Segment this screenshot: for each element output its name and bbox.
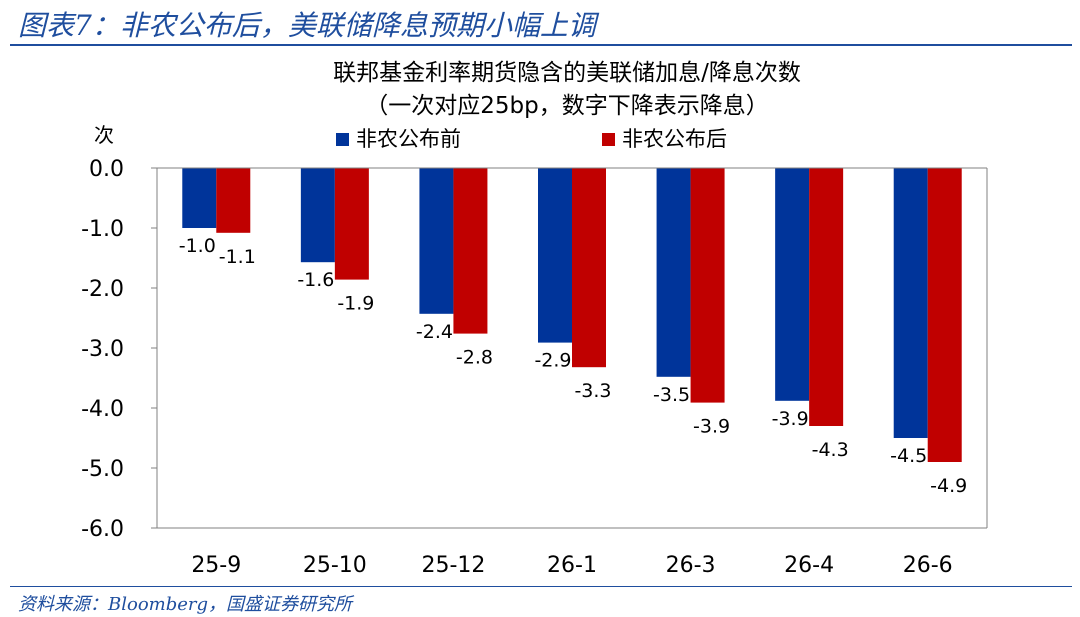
legend-label: 非农公布后 bbox=[622, 127, 727, 151]
data-label: -2.9 bbox=[534, 350, 571, 372]
bar-before bbox=[775, 168, 809, 401]
bar-before bbox=[419, 168, 453, 314]
y-tick-label: -3.0 bbox=[81, 337, 124, 362]
data-label: -1.1 bbox=[219, 246, 256, 268]
bar-before bbox=[182, 168, 216, 228]
data-label: -3.9 bbox=[772, 408, 809, 430]
y-tick-label: -4.0 bbox=[81, 397, 124, 422]
x-tick-label: 26-1 bbox=[547, 553, 597, 578]
bar-after bbox=[453, 168, 487, 334]
legend-label: 非农公布前 bbox=[356, 127, 461, 151]
data-label: -1.0 bbox=[179, 235, 216, 257]
data-label: -3.3 bbox=[574, 380, 611, 402]
bars-group: -1.0 -1.1-1.6-1.9-2.4-2.8 -2.9-3.3 -3.5-3.9… bbox=[179, 168, 968, 497]
data-label: -2.4 bbox=[416, 321, 453, 343]
bar-after bbox=[572, 168, 606, 367]
bar-after bbox=[928, 168, 962, 462]
data-label: -4.3 bbox=[812, 439, 849, 461]
x-tick-label: 26-3 bbox=[666, 553, 716, 578]
bar-chart: 联邦基金利率期货隐含的美联储加息/降息次数 （一次对应25bp，数字下降表示降息… bbox=[0, 0, 1080, 586]
bar-after bbox=[809, 168, 843, 426]
chart-subtitle: （一次对应25bp，数字下降表示降息） bbox=[365, 93, 768, 119]
bar-before bbox=[657, 168, 691, 377]
data-label: -3.5 bbox=[653, 384, 690, 406]
source-note: 资料来源：Bloomberg，国盛证券研究所 bbox=[18, 590, 352, 616]
chart-title: 联邦基金利率期货隐含的美联储加息/降息次数 bbox=[333, 60, 801, 86]
legend: 非农公布前 非农公布后 bbox=[336, 127, 727, 151]
x-tick-label: 25-10 bbox=[303, 553, 367, 578]
y-tick-label: 0.0 bbox=[89, 157, 124, 182]
y-tick-label: -6.0 bbox=[81, 517, 124, 542]
data-label: -2.8 bbox=[456, 347, 493, 369]
data-label: -3.9 bbox=[693, 416, 730, 438]
x-tick-label: 26-4 bbox=[784, 553, 834, 578]
bar-after bbox=[691, 168, 725, 403]
bar-after bbox=[216, 168, 250, 233]
legend-swatch bbox=[336, 133, 349, 146]
y-tick-label: -1.0 bbox=[81, 217, 124, 242]
bar-before bbox=[894, 168, 928, 438]
bar-before bbox=[301, 168, 335, 262]
y-axis-label: 次 bbox=[94, 123, 114, 147]
bar-before bbox=[538, 168, 572, 343]
footer-rule bbox=[10, 586, 1072, 587]
data-label: -1.6 bbox=[297, 269, 334, 291]
x-tick-label: 25-12 bbox=[421, 553, 485, 578]
data-label: -1.9 bbox=[337, 293, 374, 315]
legend-swatch bbox=[602, 133, 615, 146]
data-label: -4.5 bbox=[890, 445, 927, 467]
bar-after bbox=[335, 168, 369, 280]
x-tick-label: 25-9 bbox=[191, 553, 241, 578]
y-tick-label: -2.0 bbox=[81, 277, 124, 302]
x-tick-label: 26-6 bbox=[903, 553, 953, 578]
y-tick-label: -5.0 bbox=[81, 457, 124, 482]
data-label: -4.9 bbox=[930, 475, 967, 497]
